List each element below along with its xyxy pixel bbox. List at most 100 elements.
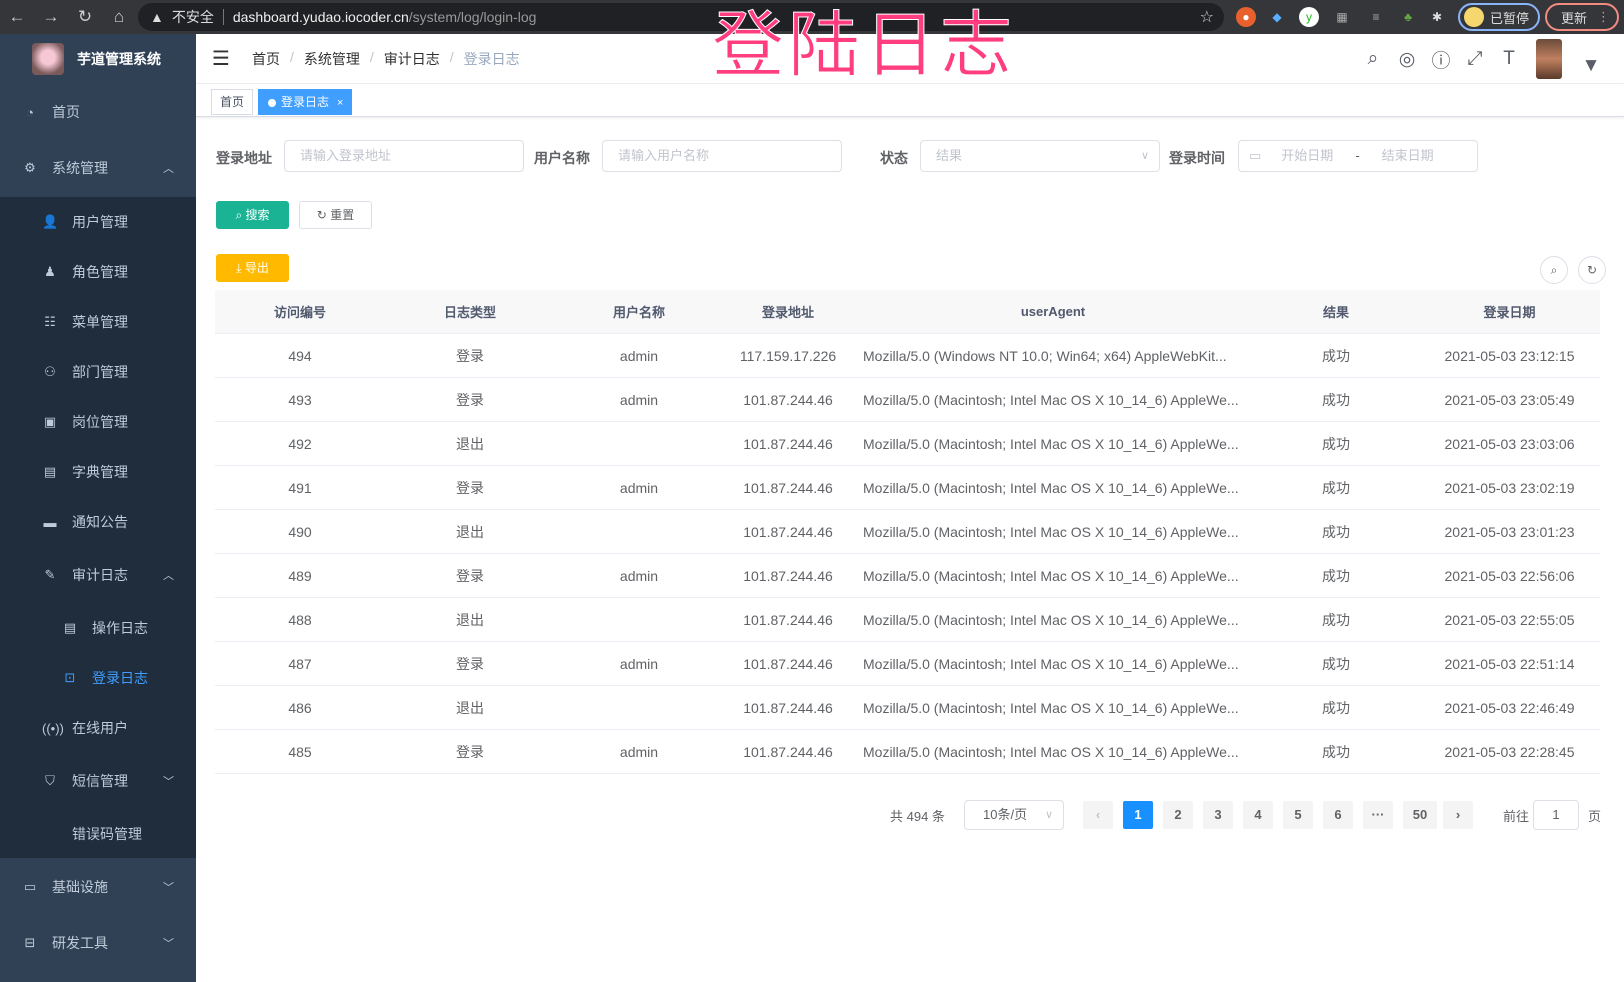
avatar[interactable] (1536, 39, 1562, 79)
security-label: 不安全 (171, 9, 214, 25)
goto-suffix: 页 (1588, 808, 1602, 824)
breadcrumb-item[interactable]: 审计日志 (383, 50, 440, 67)
page-button[interactable]: 50 (1403, 801, 1437, 829)
sidebar-item[interactable]: ⊟ 研发工具 ﹀ (0, 918, 196, 968)
extension-icon[interactable]: ● (1236, 7, 1256, 27)
breadcrumb-item[interactable]: 系统管理 (303, 50, 360, 67)
status-select[interactable]: 结果 ∨ (920, 140, 1160, 172)
tag-home[interactable]: 首页 (211, 89, 254, 115)
sidebar-item[interactable]: ▣ 岗位管理 (0, 397, 196, 447)
table-row[interactable]: 493 登录 admin 101.87.244.46 Mozilla/5.0 (Maci… (215, 378, 1600, 422)
username-input[interactable]: 请输入用户名称 (602, 140, 842, 172)
extension-grid-icon[interactable]: ▦ (1336, 10, 1348, 24)
sidebar-item[interactable]: ⚙ 系统管理 ︿ (0, 143, 196, 193)
post-icon: ▣ (43, 414, 57, 429)
table-cell: 494 (288, 347, 312, 364)
sidebar-logo[interactable]: 芋道管理系统 (0, 34, 196, 84)
export-button[interactable]: ⤓ 导出 (216, 254, 289, 282)
extension-leaf-icon[interactable]: ♣ (1404, 10, 1412, 24)
next-page-button[interactable]: › (1443, 801, 1473, 829)
sidebar-item-label: 操作日志 (92, 620, 148, 636)
table-row[interactable]: 488 退出 101.87.244.46 Mozilla/5.0 (Macintosh… (215, 598, 1600, 642)
table-cell: 登录 (456, 347, 484, 364)
home-icon[interactable]: ⌂ (113, 7, 125, 26)
sidebar: 芋道管理系统 ◔ 首页 ⚙ 系统管理 ︿ 👤 用户管理 ♟ 角色管理 ☷ 菜单管理 ⚇ 部门管理 ▣ 岗位管… (0, 34, 196, 982)
table-row[interactable]: 491 登录 admin 101.87.244.46 Mozilla/5.0 (Maci… (215, 466, 1600, 510)
forward-icon[interactable]: → (42, 7, 60, 26)
addr-input[interactable]: 请输入登录地址 (284, 140, 524, 172)
bookmark-star-icon[interactable]: ☆ (1199, 9, 1214, 26)
back-icon[interactable]: ← (8, 7, 26, 26)
sidebar-item[interactable]: ▭ 基础设施 ﹀ (0, 862, 196, 912)
font-size-icon[interactable]: T (1503, 48, 1515, 69)
page-button[interactable]: ··· (1363, 801, 1393, 829)
help-icon[interactable]: ⓘ (1431, 50, 1451, 72)
table-cell: 成功 (1322, 699, 1350, 716)
sidebar-item[interactable]: ✎ 审计日志 ︿ (0, 550, 196, 600)
extension-gem-icon[interactable]: ◆ (1272, 10, 1282, 24)
reload-icon[interactable]: ↻ (77, 7, 93, 26)
page-size-select[interactable]: 10条/页 ∨ (964, 800, 1064, 830)
update-button[interactable]: 更新 ⋮ (1545, 3, 1619, 31)
close-icon[interactable]: × (337, 97, 344, 109)
sidebar-item[interactable]: ▬ 通知公告 (0, 497, 196, 547)
sidebar-item-label: 字典管理 (72, 464, 128, 480)
column-header: 日志类型 (443, 305, 496, 320)
sidebar-item[interactable]: ◔ 首页 (0, 87, 196, 137)
table-row[interactable]: 489 登录 admin 101.87.244.46 Mozilla/5.0 (Maci… (215, 554, 1600, 598)
sidebar-item[interactable]: ▤ 操作日志 (0, 603, 196, 653)
hamburger-icon[interactable]: ☰ (212, 48, 230, 70)
extension-y-icon[interactable]: y (1299, 7, 1319, 27)
page-button[interactable]: 5 (1283, 801, 1313, 829)
table-cell: Mozilla/5.0 (Macintosh; Intel Mac OS X 1… (863, 479, 1239, 496)
table-row[interactable]: 492 退出 101.87.244.46 Mozilla/5.0 (Macintosh… (215, 422, 1600, 466)
extensions-puzzle-icon[interactable]: ✱ (1431, 10, 1443, 24)
sidebar-item[interactable]: ⛉ 短信管理 ﹀ (0, 756, 196, 806)
column-header: 登录日期 (1483, 305, 1536, 320)
divider (222, 9, 224, 25)
tag-login-log[interactable]: 登录日志 × (258, 89, 353, 115)
reset-label: 重置 (330, 208, 355, 222)
extension-list-icon[interactable]: ≡ (1372, 10, 1380, 24)
sidebar-item[interactable]: 错误码管理 (0, 809, 196, 859)
page-button[interactable]: 1 (1123, 801, 1153, 829)
column-header: 用户名称 (612, 305, 665, 320)
page-button[interactable]: 3 (1203, 801, 1233, 829)
sidebar-item[interactable]: ▤ 字典管理 (0, 447, 196, 497)
page-button[interactable]: 6 (1323, 801, 1353, 829)
search-button[interactable]: ⌕ 搜索 (216, 201, 289, 229)
sidebar-item[interactable]: ⊡ 登录日志 (0, 653, 196, 703)
tree-icon: ⚇ (44, 364, 56, 379)
page-button[interactable]: 2 (1163, 801, 1193, 829)
date-range-picker[interactable]: ▭ 开始日期 - 结束日期 (1238, 140, 1478, 172)
table-row[interactable]: 494 登录 admin 117.159.17.226 Mozilla/5.0 (Win… (215, 334, 1600, 378)
sidebar-item[interactable]: ♟ 角色管理 (0, 247, 196, 297)
sidebar-item[interactable]: 👤 用户管理 (0, 197, 196, 247)
table-row[interactable]: 486 退出 101.87.244.46 Mozilla/5.0 (Macintosh… (215, 686, 1600, 730)
caret-down-icon[interactable]: ▼ (1581, 55, 1601, 76)
fullscreen-icon[interactable]: ⤢ (1467, 48, 1483, 69)
refresh-table-button[interactable]: ↻ (1578, 256, 1606, 284)
toggle-search-button[interactable]: ⌕ (1540, 256, 1568, 284)
sidebar-item[interactable]: ☷ 菜单管理 (0, 297, 196, 347)
end-date-input[interactable]: 结束日期 (1381, 148, 1434, 163)
breadcrumb-item[interactable]: 首页 (252, 50, 280, 67)
sidebar-item[interactable]: ((•)) 在线用户 (0, 703, 196, 753)
reset-button[interactable]: ↻ 重置 (299, 201, 372, 229)
page-button[interactable]: 4 (1243, 801, 1273, 829)
table-row[interactable]: 485 登录 admin 101.87.244.46 Mozilla/5.0 (Maci… (215, 730, 1600, 774)
github-icon[interactable]: ◎ (1398, 48, 1416, 70)
address-bar[interactable]: ▲ 不安全 dashboard.yudao.iocoder.cn/system/… (138, 3, 1224, 31)
profile-button[interactable]: 已暂停 (1458, 3, 1540, 31)
sidebar-item[interactable]: ⚇ 部门管理 (0, 347, 196, 397)
table-cell: Mozilla/5.0 (Macintosh; Intel Mac OS X 1… (863, 611, 1239, 628)
search-icon[interactable]: ⌕ (1367, 48, 1379, 69)
prev-page-button[interactable]: ‹ (1083, 801, 1113, 829)
start-date-input[interactable]: 开始日期 (1281, 148, 1334, 163)
table-cell: admin (619, 655, 659, 672)
table-cell: 成功 (1322, 611, 1350, 628)
table-row[interactable]: 490 退出 101.87.244.46 Mozilla/5.0 (Macintosh… (215, 510, 1600, 554)
goto-page-input[interactable]: 1 (1533, 800, 1579, 830)
table-row[interactable]: 487 登录 admin 101.87.244.46 Mozilla/5.0 (Maci… (215, 642, 1600, 686)
sidebar-item-label: 登录日志 (92, 670, 148, 686)
